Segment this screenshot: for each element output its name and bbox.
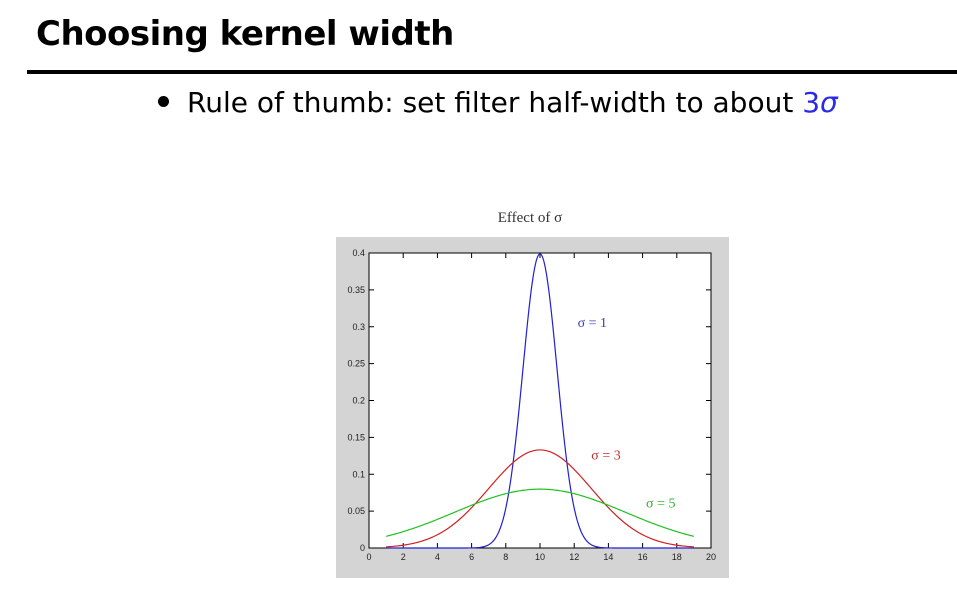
x-tick-label: 20 <box>706 552 716 562</box>
chart-title: Effect of σ <box>498 210 562 226</box>
bullet-sigma-symbol: σ <box>820 86 838 119</box>
x-tick-label: 18 <box>672 552 682 562</box>
plot-area <box>368 252 712 549</box>
bullet-sigma-highlight: 3σ <box>802 86 838 119</box>
y-tick-label: 0.4 <box>352 248 365 258</box>
bullet-sigma-number: 3 <box>802 86 821 119</box>
bullet-dot-icon <box>158 95 169 107</box>
curve-label-1: σ = 1 <box>578 316 607 331</box>
x-tick-label: 16 <box>638 552 648 562</box>
y-tick-label: 0.1 <box>352 469 365 479</box>
curve-label-2: σ = 3 <box>591 449 620 464</box>
x-tick-label: 10 <box>535 552 545 562</box>
x-tick-label: 4 <box>435 552 440 562</box>
y-tick-label: 0 <box>360 543 365 553</box>
y-tick-label: 0.15 <box>347 432 365 442</box>
curve-label-3: σ = 5 <box>646 496 675 511</box>
series-line-1 <box>386 253 694 549</box>
slide-title: Choosing kernel width <box>36 14 454 54</box>
x-tick-label: 6 <box>469 552 474 562</box>
title-divider <box>27 70 957 74</box>
y-tick-label: 0.3 <box>352 322 365 332</box>
bullet-item: Rule of thumb: set filter half-width to … <box>158 86 838 119</box>
series-lines <box>385 253 695 549</box>
axis-ticks: 0 2 4 6 8 10 12 14 16 18 20 0 0.05 0.1 0.15 0.2 0.25 0.3 0… <box>347 248 716 562</box>
x-tick-label: 12 <box>569 552 579 562</box>
series-line-2 <box>386 449 694 548</box>
y-tick-label: 0.35 <box>347 285 365 295</box>
y-tick-label: 0.05 <box>347 506 365 516</box>
x-tick-label: 14 <box>603 552 613 562</box>
x-tick-label: 2 <box>401 552 406 562</box>
bullet-text: Rule of thumb: set filter half-width to … <box>187 86 803 119</box>
curve-annotations: σ = 1 σ = 3 σ = 5 <box>578 316 676 512</box>
series-line-3 <box>385 488 695 537</box>
x-tick-label: 0 <box>366 552 371 562</box>
y-tick-label: 0.25 <box>347 359 365 369</box>
y-tick-label: 0.2 <box>352 396 365 406</box>
x-tick-label: 8 <box>503 552 508 562</box>
